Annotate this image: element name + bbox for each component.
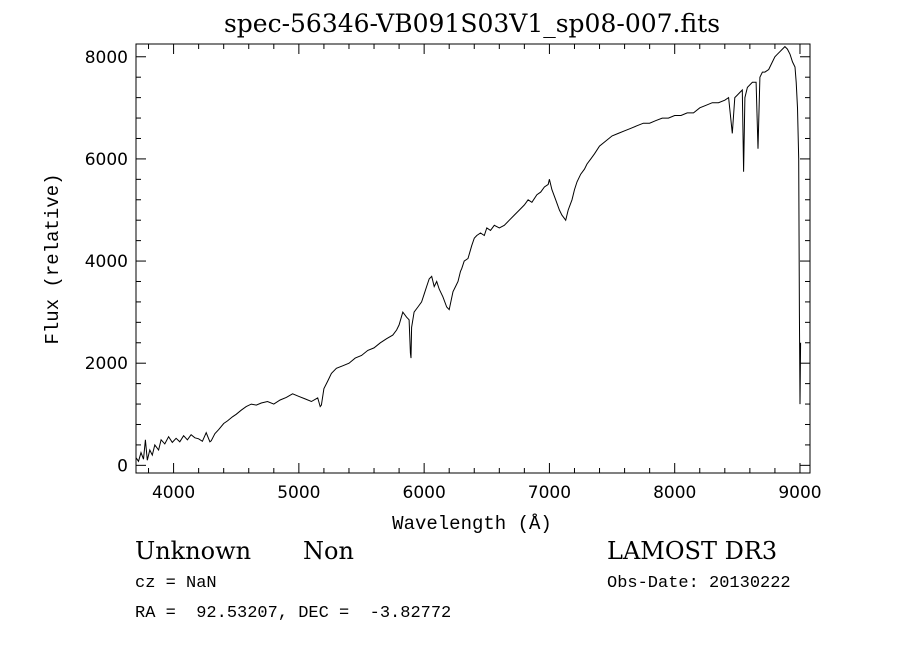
x-axis: 4000 5000 6000 7000 8000 9000 bbox=[148, 44, 822, 503]
y-tick-label: 0 bbox=[117, 456, 128, 476]
x-tick-8000: 8000 bbox=[653, 44, 696, 503]
x-tick-label: 6000 bbox=[403, 483, 446, 503]
y-tick-6000: 6000 bbox=[85, 150, 810, 170]
y-axis-label: Flux (relative) bbox=[42, 173, 64, 344]
coordinates-label: RA = 92.53207, DEC = -3.82772 bbox=[135, 604, 452, 623]
x-tick-label: 5000 bbox=[277, 483, 320, 503]
x-tick-7000: 7000 bbox=[528, 44, 571, 503]
survey-label: LAMOST DR3 bbox=[607, 537, 778, 565]
plot-frame bbox=[135, 43, 811, 474]
y-tick-label: 4000 bbox=[85, 252, 128, 272]
x-axis-label: Wavelength (Å) bbox=[392, 513, 552, 535]
x-tick-4000: 4000 bbox=[152, 44, 195, 503]
spectrum-line bbox=[135, 45, 802, 463]
obs-date-label: Obs-Date: 20130222 bbox=[607, 574, 791, 593]
y-tick-0: 0 bbox=[117, 456, 810, 476]
object-class: Unknown bbox=[135, 537, 252, 565]
x-tick-5000: 5000 bbox=[277, 44, 320, 503]
x-tick-label: 8000 bbox=[653, 483, 696, 503]
chart-title: spec-56346-VB091S03V1_sp08-007.fits bbox=[224, 9, 720, 38]
x-tick-9000: 9000 bbox=[778, 44, 822, 503]
x-tick-6000: 6000 bbox=[403, 44, 446, 503]
y-tick-4000: 4000 bbox=[85, 252, 810, 272]
y-tick-2000: 2000 bbox=[85, 354, 810, 374]
x-tick-label: 4000 bbox=[152, 483, 195, 503]
x-tick-label: 7000 bbox=[528, 483, 571, 503]
y-tick-label: 8000 bbox=[85, 48, 128, 68]
object-subclass: Non bbox=[303, 537, 354, 565]
redshift-label: cz = NaN bbox=[135, 574, 217, 593]
y-tick-label: 2000 bbox=[85, 354, 128, 374]
x-tick-label: 9000 bbox=[778, 483, 821, 503]
y-tick-label: 6000 bbox=[85, 150, 128, 170]
y-axis: 0 2000 4000 6000 8000 bbox=[85, 48, 810, 476]
y-tick-8000: 8000 bbox=[85, 48, 810, 68]
